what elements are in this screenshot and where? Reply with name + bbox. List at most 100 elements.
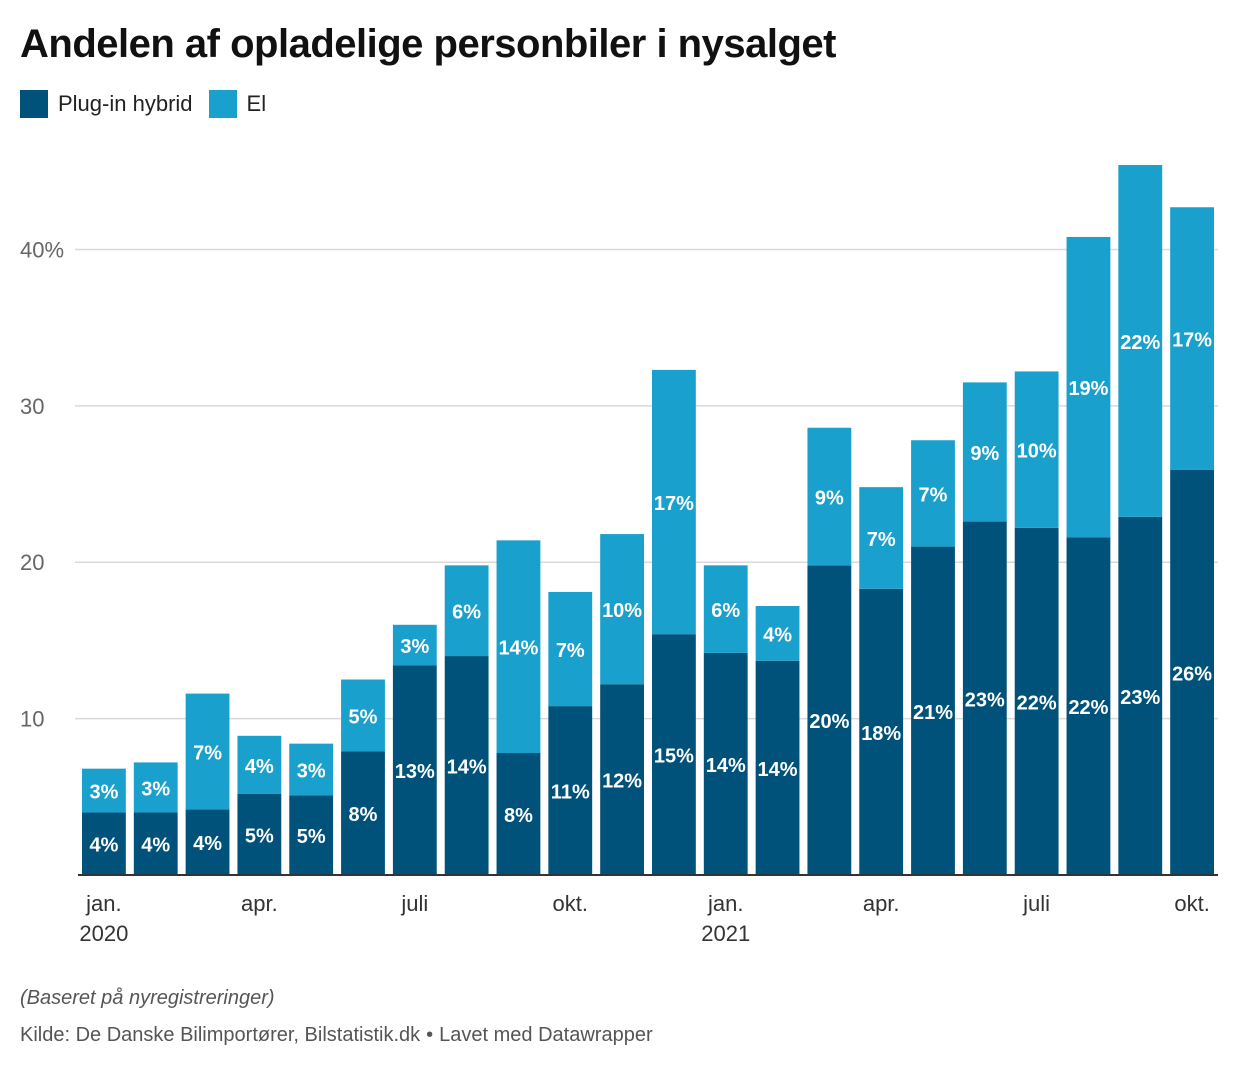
data-label-el: 3%	[141, 778, 170, 800]
data-label-plugin-hybrid: 4%	[193, 833, 222, 855]
data-label-el: 5%	[349, 706, 378, 728]
bar-plugin-hybrid	[548, 706, 593, 875]
bar-el	[1118, 165, 1163, 517]
data-label-el: 3%	[89, 782, 118, 804]
legend-swatch-plugin-hybrid	[20, 90, 48, 118]
data-label-el: 7%	[867, 529, 896, 551]
data-label-el: 7%	[193, 742, 222, 764]
x-tick-label: apr.	[241, 891, 278, 916]
x-tick-label: okt.	[553, 891, 588, 916]
data-label-el: 3%	[297, 760, 326, 782]
bar-plugin-hybrid	[962, 521, 1007, 875]
data-label-el: 3%	[400, 636, 429, 658]
bar-el	[755, 606, 800, 661]
bar-plugin-hybrid	[82, 812, 126, 875]
data-label-el: 19%	[1068, 378, 1108, 400]
y-tick-label: 20	[20, 550, 44, 575]
bar-plugin-hybrid	[600, 684, 644, 875]
made-with-text: Lavet med Datawrapper	[439, 1024, 653, 1046]
data-label-plugin-hybrid: 12%	[602, 771, 642, 793]
x-tick-label: juli	[1022, 891, 1050, 916]
bar-plugin-hybrid	[755, 660, 800, 875]
bar-plugin-hybrid	[1118, 516, 1163, 875]
data-label-el: 10%	[1017, 441, 1057, 463]
legend-item-plugin-hybrid: Plug-in hybrid	[20, 90, 193, 118]
bar-plugin-hybrid	[859, 588, 904, 875]
x-tick-label: juli	[400, 891, 428, 916]
bar-plugin-hybrid	[237, 793, 282, 875]
legend: Plug-in hybrid El	[20, 90, 266, 118]
x-tick-sublabel: 2021	[701, 921, 750, 946]
data-label-plugin-hybrid: 13%	[395, 761, 435, 783]
data-label-el: 14%	[498, 638, 538, 660]
bar-plugin-hybrid	[703, 652, 748, 875]
data-label-el: 7%	[919, 484, 948, 506]
bar-el	[289, 743, 334, 796]
bar-el	[548, 591, 593, 707]
data-label-plugin-hybrid: 5%	[245, 825, 274, 847]
data-label-plugin-hybrid: 22%	[1017, 692, 1057, 714]
data-label-plugin-hybrid: 4%	[89, 835, 118, 857]
data-label-el: 17%	[1172, 330, 1212, 352]
bar-el	[962, 382, 1007, 522]
chart-title: Andelen af opladelige personbiler i nysa…	[20, 22, 836, 66]
bar-el	[341, 679, 385, 752]
data-label-plugin-hybrid: 14%	[706, 755, 746, 777]
bar-plugin-hybrid	[807, 565, 852, 875]
bar-el	[133, 762, 178, 813]
data-label-plugin-hybrid: 23%	[1120, 687, 1160, 709]
y-tick-label: 30	[20, 394, 44, 419]
source-line: Kilde: De Danske Bilimportører, Bilstati…	[20, 1024, 653, 1047]
data-label-plugin-hybrid: 11%	[551, 782, 590, 804]
data-label-plugin-hybrid: 21%	[913, 702, 953, 724]
data-label-plugin-hybrid: 15%	[654, 746, 694, 768]
bar-plugin-hybrid	[1066, 537, 1111, 875]
bar-plugin-hybrid	[392, 665, 437, 875]
bar-plugin-hybrid	[289, 795, 334, 875]
data-label-el: 9%	[815, 488, 844, 510]
bar-el	[1014, 371, 1059, 528]
data-label-el: 6%	[452, 602, 481, 624]
bar-el	[496, 540, 541, 754]
bar-plugin-hybrid	[444, 656, 489, 875]
data-label-el: 22%	[1120, 332, 1160, 354]
y-tick-label: 40%	[20, 237, 64, 262]
bar-plugin-hybrid	[496, 753, 541, 875]
x-tick-label: jan.	[707, 891, 743, 916]
data-label-plugin-hybrid: 22%	[1068, 697, 1108, 719]
data-label-el: 9%	[970, 443, 999, 465]
bar-el	[600, 534, 644, 685]
data-label-plugin-hybrid: 26%	[1172, 663, 1212, 685]
bar-el	[82, 768, 126, 813]
bar-el	[185, 693, 230, 810]
data-label-el: 7%	[556, 640, 585, 662]
bar-el	[807, 427, 852, 566]
legend-label-plugin-hybrid: Plug-in hybrid	[58, 91, 193, 116]
data-label-plugin-hybrid: 14%	[758, 759, 798, 781]
x-tick-label: apr.	[863, 891, 900, 916]
x-tick-sublabel: 2020	[79, 921, 128, 946]
bar-plugin-hybrid	[911, 546, 955, 875]
data-label-el: 4%	[763, 624, 792, 646]
bar-plugin-hybrid	[341, 751, 385, 875]
bar-el	[652, 369, 696, 635]
bar-plugin-hybrid	[185, 809, 230, 875]
bar-plugin-hybrid	[1170, 469, 1214, 875]
bar-el	[859, 487, 904, 589]
x-tick-label: jan.	[85, 891, 121, 916]
bar-el	[1170, 207, 1214, 470]
x-tick-label: okt.	[1174, 891, 1209, 916]
bar-el	[392, 624, 437, 666]
data-label-plugin-hybrid: 18%	[861, 723, 901, 745]
data-label-plugin-hybrid: 8%	[504, 805, 533, 827]
data-label-plugin-hybrid: 4%	[141, 835, 170, 857]
data-label-el: 10%	[602, 600, 642, 622]
bar-plugin-hybrid	[652, 634, 696, 875]
data-label-plugin-hybrid: 20%	[809, 711, 849, 733]
chart-note: (Baseret på nyregistreringer)	[20, 987, 275, 1009]
data-label-el: 6%	[711, 600, 740, 622]
source-separator: •	[426, 1024, 434, 1046]
bar-plugin-hybrid	[133, 812, 178, 875]
legend-item-el: El	[208, 90, 266, 118]
y-tick-label: 10	[20, 707, 44, 732]
